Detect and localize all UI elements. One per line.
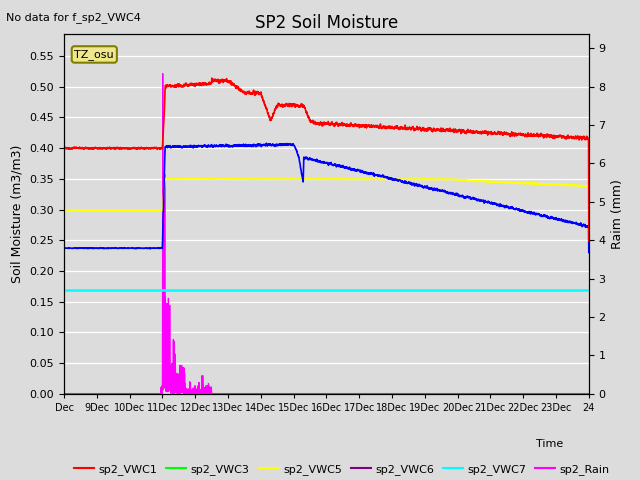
Y-axis label: Soil Moisture (m3/m3): Soil Moisture (m3/m3)	[11, 144, 24, 283]
Title: SP2 Soil Moisture: SP2 Soil Moisture	[255, 14, 398, 32]
Text: Time: Time	[536, 439, 563, 449]
Y-axis label: Raim (mm): Raim (mm)	[611, 179, 624, 249]
Text: No data for f_sp2_VWC4: No data for f_sp2_VWC4	[6, 12, 141, 23]
Text: TZ_osu: TZ_osu	[74, 49, 114, 60]
Legend: sp2_VWC1, sp2_VWC2, sp2_VWC3, sp2_VWC5, sp2_VWC6, sp2_VWC7, sp2_Rain: sp2_VWC1, sp2_VWC2, sp2_VWC3, sp2_VWC5, …	[70, 460, 614, 480]
